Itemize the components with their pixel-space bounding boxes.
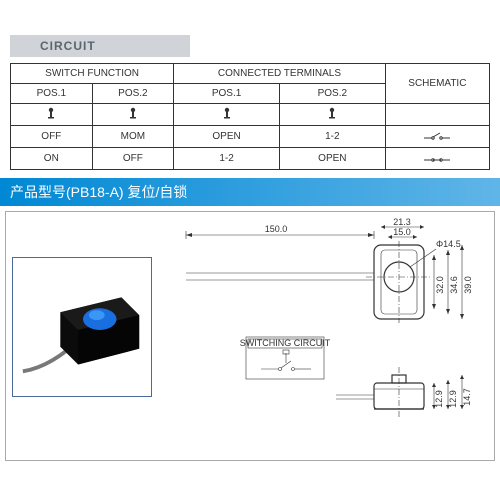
dim-h-mid: 34.6 xyxy=(449,276,459,294)
cell-r2-term1: 1-2 xyxy=(174,148,280,170)
diagram-area: 150.0 21.3 15.0 Φ14.5 xyxy=(5,211,495,461)
switch-closed-icon xyxy=(423,155,451,166)
hdr-schematic: SCHEMATIC xyxy=(385,64,489,104)
circuit-table: SWITCH FUNCTION CONNECTED TERMINALS SCHE… xyxy=(10,63,490,170)
switch-open-icon xyxy=(423,133,451,144)
cell-r1-pos2: MOM xyxy=(92,126,174,148)
dim-side-b: 12.9 xyxy=(448,390,458,408)
hdr-pos2-b: POS.2 xyxy=(279,84,385,104)
cell-r1-term2: 1-2 xyxy=(279,126,385,148)
cell-r2-term2: OPEN xyxy=(279,148,385,170)
dim-width-outer: 21.3 xyxy=(393,217,411,227)
pin-icon-cell xyxy=(11,104,93,126)
dim-h-outer: 39.0 xyxy=(463,276,473,294)
pin-icon-cell xyxy=(174,104,280,126)
dim-h-inner: 32.0 xyxy=(435,276,445,294)
hdr-connected-terminals: CONNECTED TERMINALS xyxy=(174,64,386,84)
pin-down-icon xyxy=(222,107,232,122)
cell-r1-term1: OPEN xyxy=(174,126,280,148)
hdr-pos2-a: POS.2 xyxy=(92,84,174,104)
hdr-switch-function: SWITCH FUNCTION xyxy=(11,64,174,84)
technical-drawing: 150.0 21.3 15.0 Φ14.5 xyxy=(166,217,486,457)
dim-side-c: 14.7 xyxy=(462,388,472,406)
switching-circuit-label: SWITCHING CIRCUIT xyxy=(240,338,331,348)
dim-side-a: 12.9 xyxy=(434,390,444,408)
cell-r1-schem xyxy=(385,126,489,148)
product-photo xyxy=(12,257,152,397)
hdr-pos1-b: POS.1 xyxy=(174,84,280,104)
cell-r1-pos1: OFF xyxy=(11,126,93,148)
pin-icon-cell xyxy=(92,104,174,126)
circuit-title: CIRCUIT xyxy=(10,35,190,57)
pin-down-icon xyxy=(46,107,56,122)
pin-icon-cell xyxy=(279,104,385,126)
dim-width-inner: 15.0 xyxy=(393,227,411,237)
dim-button-dia: Φ14.5 xyxy=(436,239,461,249)
cell-r2-pos1: ON xyxy=(11,148,93,170)
cell-r2-pos2: OFF xyxy=(92,148,174,170)
cell-r2-schem xyxy=(385,148,489,170)
dim-length: 150.0 xyxy=(265,224,288,234)
model-header: 产品型号(PB18-A) 复位/自锁 xyxy=(0,178,500,206)
pin-down-icon xyxy=(327,107,337,122)
hdr-pos1-a: POS.1 xyxy=(11,84,93,104)
pin-down-icon xyxy=(128,107,138,122)
blank-cell xyxy=(385,104,489,126)
